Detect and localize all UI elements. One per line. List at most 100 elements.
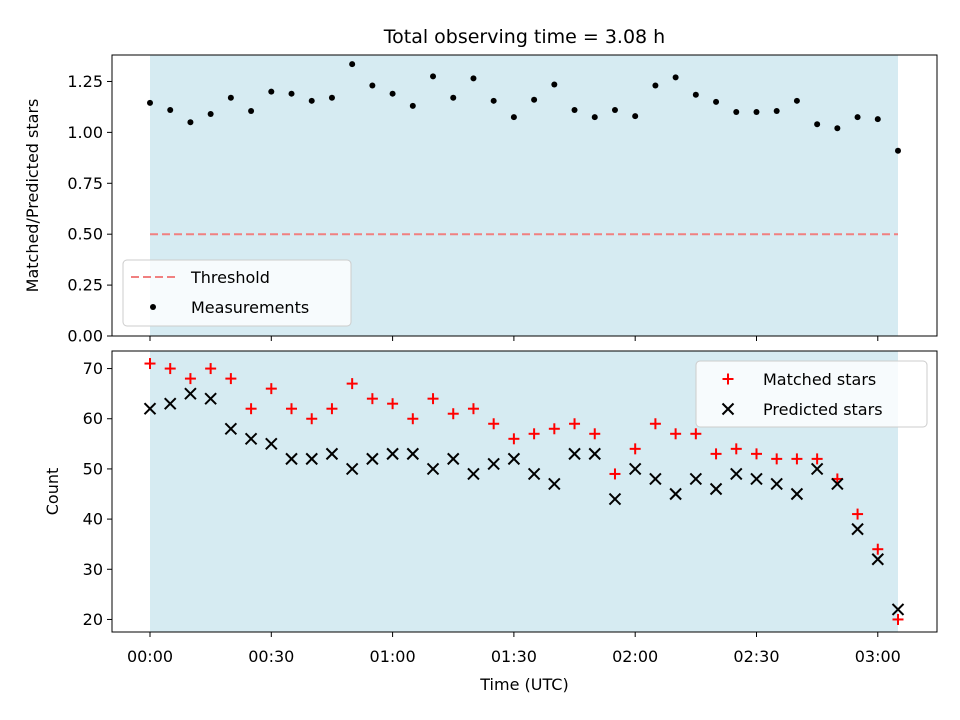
matched-star-point <box>569 418 581 430</box>
predicted-star-point <box>447 452 460 466</box>
measurement-point <box>288 90 295 97</box>
measurement-point <box>733 109 740 116</box>
predicted-star-point <box>851 522 864 536</box>
measurement-point <box>531 96 538 103</box>
predicted-star-point <box>265 437 278 451</box>
predicted-star-point <box>750 472 763 486</box>
measurement-point <box>430 73 437 80</box>
legend-measurements-marker <box>150 304 156 310</box>
measurement-point <box>328 94 335 101</box>
measurement-point <box>874 116 881 123</box>
top-axes-frame <box>111 54 938 337</box>
predicted-star-point <box>790 487 804 501</box>
measurement-point <box>389 90 396 97</box>
measurement-point <box>187 119 194 126</box>
measurement-point <box>227 94 234 101</box>
measurement-point <box>450 94 457 101</box>
predicted-star-point <box>143 402 157 415</box>
measurement-point <box>854 114 861 121</box>
legend-matched-marker <box>722 373 734 385</box>
matched-star-point <box>690 428 702 440</box>
matched-star-point <box>710 448 722 460</box>
x-tick-label: 01:30 <box>491 647 537 666</box>
measurement-point <box>793 97 800 104</box>
matched-star-point <box>852 508 864 520</box>
predicted-star-point <box>507 452 521 466</box>
bottom-y-axis-label: Count <box>43 468 62 516</box>
predicted-star-point <box>467 467 480 481</box>
matched-star-point <box>467 403 479 415</box>
predicted-star-point <box>487 457 500 471</box>
predicted-star-point <box>810 462 824 476</box>
predicted-star-point <box>891 603 905 616</box>
x-tick-label: 00:00 <box>127 647 173 666</box>
predicted-star-point <box>406 447 420 461</box>
matched-star-point <box>346 378 358 390</box>
matched-star-point <box>548 423 560 435</box>
matched-star-point <box>528 428 540 440</box>
bottom-legend: Matched stars Predicted stars <box>695 360 928 428</box>
top-legend: Threshold Measurements <box>122 259 352 327</box>
matched-star-point <box>872 543 884 555</box>
matched-star-point <box>508 433 520 445</box>
bottom-panel: 20 30 40 50 60 70 00:00 00:30 01:00 01:30 02:00 02… <box>43 350 938 694</box>
matched-star-point <box>225 373 237 385</box>
bottom-axes-frame <box>111 350 938 633</box>
measurement-point <box>409 102 416 109</box>
measurement-point <box>814 121 821 128</box>
predicted-star-point <box>770 477 783 491</box>
predicted-star-point <box>285 452 298 466</box>
y-tick-label: 70 <box>83 359 103 378</box>
measurement-point <box>652 82 659 89</box>
measurement-points <box>147 61 901 154</box>
top-y-ticks: 0.00 0.25 0.50 0.75 1.00 1.25 <box>67 72 112 346</box>
legend-cross-glyph <box>721 402 735 416</box>
predicted-star-point <box>871 553 884 566</box>
x-tick-label: 03:00 <box>855 647 901 666</box>
predicted-star-point <box>568 447 581 461</box>
x-axis-label: Time (UTC) <box>479 675 568 694</box>
y-tick-label: 30 <box>83 560 103 579</box>
measurement-point <box>895 147 901 154</box>
predicted-star-point <box>709 482 723 496</box>
predicted-star-point <box>164 397 177 410</box>
legend-predicted-label: Predicted stars <box>763 400 883 419</box>
matched-star-point <box>387 398 399 410</box>
y-tick-label: 0.50 <box>67 225 103 244</box>
measurement-point <box>349 61 356 68</box>
predicted-stars-points <box>143 387 905 616</box>
matched-star-point <box>407 413 419 425</box>
bottom-y-ticks: 20 30 40 50 60 70 <box>83 359 112 629</box>
legend-plus-glyph <box>722 373 734 385</box>
x-tick-label: 01:00 <box>370 647 416 666</box>
measurement-point <box>571 106 578 113</box>
matched-star-point <box>144 358 156 370</box>
matched-star-point <box>811 453 823 465</box>
y-tick-label: 1.00 <box>67 123 103 142</box>
measurement-point <box>611 106 618 113</box>
measurement-point <box>268 88 275 95</box>
matched-star-point <box>306 413 318 425</box>
measurement-point <box>591 114 598 121</box>
y-tick-label: 0.00 <box>67 327 103 346</box>
x-tick-label: 02:30 <box>733 647 779 666</box>
top-y-axis-label: Matched/Predicted stars <box>23 99 42 293</box>
predicted-star-point <box>527 467 541 481</box>
measurement-point <box>490 97 497 104</box>
legend-matched-label: Matched stars <box>763 370 876 389</box>
matched-star-point <box>730 443 742 455</box>
matched-star-point <box>366 393 378 405</box>
matched-star-point <box>326 403 338 415</box>
predicted-star-point <box>831 477 844 491</box>
matched-stars-points <box>144 358 904 625</box>
matched-star-point <box>286 403 298 415</box>
predicted-star-point <box>325 447 339 461</box>
y-tick-label: 40 <box>83 510 103 529</box>
measurement-point <box>470 75 477 82</box>
y-tick-label: 1.25 <box>67 72 103 91</box>
measurement-point <box>632 113 639 120</box>
matched-star-point <box>164 363 176 375</box>
measurement-point <box>510 114 517 121</box>
measurement-point <box>369 82 376 89</box>
